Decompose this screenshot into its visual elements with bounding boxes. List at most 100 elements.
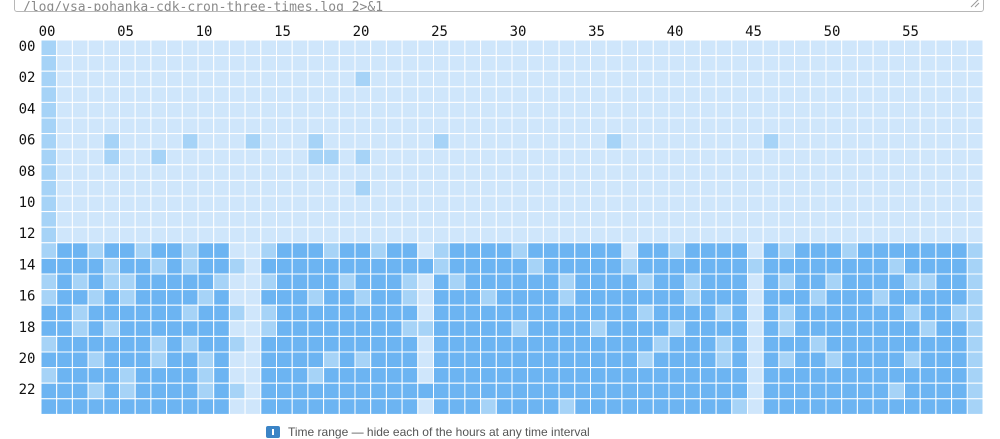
heatmap-cell xyxy=(919,335,937,353)
heatmap-cell xyxy=(338,164,356,181)
info-icon[interactable] xyxy=(266,426,280,438)
heatmap-cell xyxy=(605,55,623,72)
heatmap-cell xyxy=(71,335,89,353)
heatmap-cell xyxy=(904,70,921,88)
heatmap-cell xyxy=(323,382,340,400)
heatmap-cell xyxy=(495,289,513,306)
heatmap-cell xyxy=(228,289,246,306)
heatmap-cell xyxy=(888,335,905,353)
heatmap-cell xyxy=(605,101,623,119)
x-tick-label: 30 xyxy=(510,24,527,40)
heatmap-cell xyxy=(527,195,544,213)
heatmap-cell xyxy=(574,101,591,119)
heatmap-cell xyxy=(684,55,701,72)
heatmap-cell xyxy=(119,257,136,275)
heatmap-cell xyxy=(966,351,984,369)
heatmap-cell xyxy=(323,164,340,181)
heatmap-cell xyxy=(181,367,199,384)
heatmap-cell xyxy=(919,148,937,166)
heatmap-cell xyxy=(935,195,953,213)
heatmap-cell xyxy=(904,133,921,150)
heatmap-cell xyxy=(181,398,199,415)
heatmap-cell xyxy=(260,133,277,150)
heatmap-cell xyxy=(134,257,152,275)
heatmap-cell xyxy=(448,367,466,384)
heatmap-cell xyxy=(652,148,670,166)
heatmap-cell xyxy=(307,70,325,88)
heatmap-cell xyxy=(307,133,325,150)
heatmap-cell xyxy=(731,289,748,306)
heatmap-cell xyxy=(652,335,670,353)
heatmap-cell xyxy=(841,195,858,213)
heatmap-cell xyxy=(668,273,686,291)
heatmap-cell xyxy=(590,226,607,244)
heatmap-cell xyxy=(621,101,639,119)
heatmap-cell xyxy=(480,86,497,103)
heatmap-cell xyxy=(213,226,230,244)
heatmap-cell xyxy=(778,39,796,57)
heatmap-cell xyxy=(197,164,215,181)
heatmap-cell xyxy=(731,164,748,181)
heatmap-cell xyxy=(385,242,403,259)
heatmap-cell xyxy=(354,148,372,166)
heatmap-cell xyxy=(809,117,827,135)
heatmap-cell xyxy=(747,101,764,119)
heatmap-cell xyxy=(307,39,325,57)
heatmap-cell xyxy=(228,226,246,244)
heatmap-cell xyxy=(181,101,199,119)
heatmap-cell xyxy=(370,242,387,259)
heatmap-cell xyxy=(276,148,293,166)
heatmap-cell xyxy=(260,367,277,384)
y-tick-label: 02 xyxy=(19,70,36,86)
heatmap-cell xyxy=(527,226,544,244)
heatmap-cell xyxy=(354,304,372,322)
heatmap-cell xyxy=(574,289,591,306)
heatmap-cell xyxy=(71,55,89,72)
heatmap-cell xyxy=(762,304,780,322)
heatmap-cell xyxy=(181,351,199,369)
heatmap-cell xyxy=(119,117,136,135)
heatmap-cell xyxy=(841,398,858,415)
heatmap-cell xyxy=(574,242,591,259)
heatmap-cell xyxy=(652,382,670,400)
heatmap-cell xyxy=(527,179,544,197)
heatmap-cell xyxy=(841,164,858,181)
heatmap-cell xyxy=(495,382,513,400)
heatmap-cell xyxy=(385,320,403,337)
heatmap-cell xyxy=(134,211,152,228)
heatmap-cell xyxy=(401,211,419,228)
heatmap-cell xyxy=(904,195,921,213)
heatmap-cell xyxy=(699,55,717,72)
command-textarea[interactable]: /log/vsa-pohanka-cdk-cron-three-times.lo… xyxy=(14,0,984,12)
heatmap-cell xyxy=(480,70,497,88)
heatmap-cell xyxy=(134,117,152,135)
heatmap-cell xyxy=(401,351,419,369)
y-tick-label: 20 xyxy=(19,351,36,367)
heatmap-cell xyxy=(825,351,843,369)
heatmap-cell xyxy=(605,257,623,275)
heatmap-cell xyxy=(401,398,419,415)
heatmap-cell xyxy=(527,257,544,275)
heatmap-cell xyxy=(574,195,591,213)
heatmap-cell xyxy=(354,86,372,103)
y-tick-label: 12 xyxy=(19,226,36,242)
heatmap-cell xyxy=(134,226,152,244)
heatmap-cell xyxy=(605,148,623,166)
heatmap-cell xyxy=(715,304,733,322)
heatmap-cell xyxy=(715,70,733,88)
heatmap-cell xyxy=(731,367,748,384)
heatmap-cell xyxy=(872,211,890,228)
heatmap-cell xyxy=(495,351,513,369)
heatmap-cell xyxy=(904,55,921,72)
heatmap-cell xyxy=(370,133,387,150)
heatmap-cell xyxy=(433,257,450,275)
heatmap-cell xyxy=(590,335,607,353)
heatmap-cell xyxy=(841,320,858,337)
heatmap-cell xyxy=(464,117,482,135)
heatmap-cell xyxy=(919,320,937,337)
resize-grip-icon[interactable] xyxy=(970,0,980,8)
heatmap-cell xyxy=(762,117,780,135)
heatmap-cell xyxy=(495,211,513,228)
heatmap-cell xyxy=(621,242,639,259)
heatmap-cell xyxy=(558,398,576,415)
